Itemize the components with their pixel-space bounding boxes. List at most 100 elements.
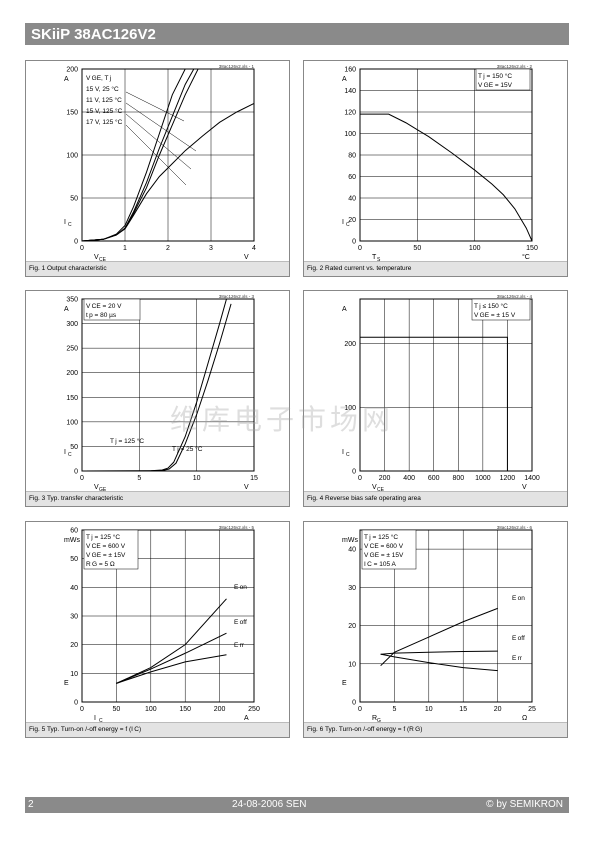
x-tick-label: 3 [209,245,213,252]
legend-box [361,529,417,570]
y-unit: A [64,76,69,83]
series-line [360,113,532,241]
x-tick-label: 200 [379,475,391,482]
y-tick-label: 100 [66,419,78,426]
x-label-sub: GE [99,487,107,493]
x-tick-label: 4 [252,245,256,252]
x-tick-label: 50 [413,245,421,252]
y-label-sub: C [346,222,350,228]
chart-fig3: 38ac126v2.xls - 30 5 10 1505010015020025030… [64,294,258,493]
file-tag: 38ac126v2.xls - 2 [497,64,533,69]
y-label: I [64,449,66,456]
plot-frame [81,529,255,703]
page-footer: 2 24-08-2006 SEN © by SEMIKRON [25,797,569,813]
y-tick-label: 160 [344,67,356,74]
legend-line: 11 V, 125 °C [86,96,122,104]
legend-line: V CE = 600 V [86,543,126,550]
legend-box [471,298,531,321]
y-unit: mWs [64,537,80,544]
x-tick-label: 0 [358,245,362,252]
y-label: I [342,449,344,456]
figure-panel-fig1: 38ac126v2.xls - 1 0 1 2 3 4 0 50 100 150 200 A I C V CE… [25,60,290,277]
x-tick-label: 15 [250,475,258,482]
y-tick-label: 60 [348,174,356,181]
curve-annotation: T j = 125 °C [110,437,144,445]
legend-line: V GE = 15V [478,82,513,89]
figure-caption: Fig. 5 Typ. Turn-on /-off energy = f (I … [26,722,289,737]
x-tick-label: 150 [526,245,538,252]
y-label: I [342,219,344,226]
plot-frame [359,529,533,703]
x-tick-label: 1 [123,245,127,252]
y-tick-label: 100 [344,405,356,412]
chart-fig2: 38ac126v2.xls - 2 0 50 100 150 0 20 40 60 80 100 12… [342,64,538,263]
series-label: E off [512,635,525,642]
x-tick-label: 200 [214,706,226,713]
x-tick-label: 250 [248,706,260,713]
y-tick-label: 140 [344,88,356,95]
x-tick-label: 5 [137,475,141,482]
y-label-sub: C [68,222,72,228]
x-label-sub: S [377,257,381,263]
y-tick-label: 30 [70,614,78,621]
legend-line: V GE = ± 15V [364,552,404,559]
x-tick-label: 10 [193,475,201,482]
series-line [116,654,227,684]
legend-box [83,298,141,321]
file-tag: 38ac126v2.xls - 3 [219,294,255,299]
x-tick-label: 600 [428,475,440,482]
y-tick-label: 200 [66,67,78,74]
y-tick-label: 40 [348,196,356,203]
y-unit: A [64,306,69,313]
legend-line: R G = 5 Ω [86,561,115,568]
y-tick-label: 10 [348,661,356,668]
footer-date: 24-08-2006 SEN [232,799,307,810]
x-unit: Ω [522,715,527,722]
x-label: I [94,715,96,722]
x-tick-label: 0 [80,245,84,252]
y-unit: mWs [342,537,358,544]
x-tick-label: 100 [145,706,157,713]
curve-annotation: T j = 25 °C [172,445,203,453]
y-label-sub: C [346,452,350,458]
y-tick-label: 100 [344,131,356,138]
x-tick-label: 20 [494,706,502,713]
x-unit: V [244,254,249,261]
y-tick-label: 0 [74,469,78,476]
legend-line: T j = 125 °C [86,533,120,541]
legend-line: t p = 80 µs [86,312,117,319]
series-line [82,303,232,471]
figure-caption: Fig. 6 Typ. Turn-on /-off energy = f (R … [304,722,567,737]
file-tag: 38ac126v2.xls - 1 [219,64,255,69]
footer-copyright: © by SEMIKRON [486,799,563,810]
leader-line [125,113,192,170]
x-label: T [372,254,377,261]
x-label: R [372,715,377,722]
x-unit: V [244,484,249,491]
y-tick-label: 80 [348,153,356,160]
series-line [82,299,227,471]
series-line [380,653,498,672]
figure-caption: Fig. 1 Output characteristic [26,261,289,276]
plot-frame [81,68,255,242]
legend-line: V CE = 20 V [86,303,122,310]
x-unit: V [522,484,527,491]
x-tick-label: 2 [166,245,170,252]
x-tick-label: 0 [80,475,84,482]
datasheet-title: SKiiP 38AC126V2 [25,23,569,45]
x-label-sub: C [99,718,103,724]
series-label: E on [512,595,525,602]
y-tick-label: 200 [344,341,356,348]
legend-box [475,68,531,91]
legend-line: V GE = ± 15V [86,552,126,559]
y-tick-label: 30 [348,585,356,592]
y-tick-label: 10 [70,671,78,678]
x-tick-label: 5 [392,706,396,713]
y-tick-label: 150 [66,110,78,117]
plot-frame [81,298,255,472]
x-label-sub: CE [99,257,107,263]
y-label: E [64,680,69,687]
x-tick-label: 25 [528,706,536,713]
x-tick-label: 10 [425,706,433,713]
